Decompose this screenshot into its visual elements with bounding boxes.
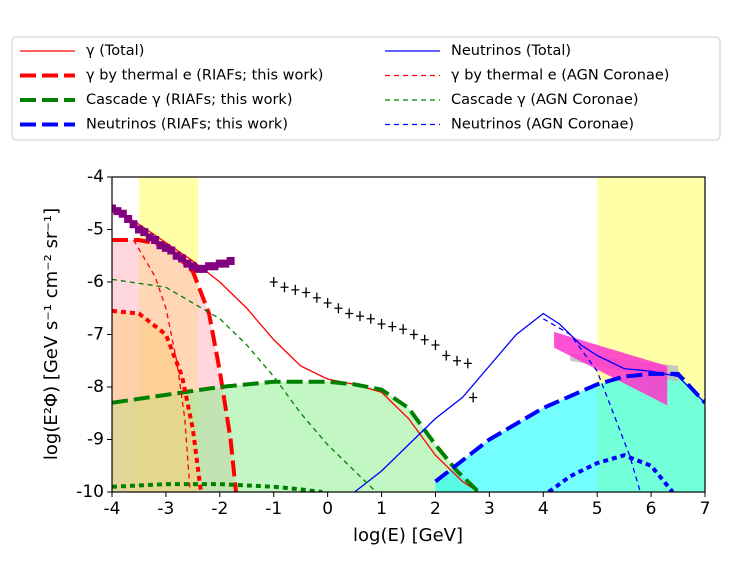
x-tick-label: -1 [265,499,282,519]
legend-label: Neutrinos (Total) [451,43,571,59]
data-point [323,298,332,308]
y-tick-label: -10 [76,482,104,502]
data-point [355,311,364,322]
series-line [542,318,641,492]
data-point [431,340,440,350]
y-tick-label: -8 [87,377,104,397]
x-tick-label: 0 [322,499,333,519]
legend: γ (Total) γ by thermal e (RIAFs; this wor… [20,43,669,133]
data-point [215,259,224,268]
series-line [112,278,377,492]
data-point [124,215,133,223]
series-line [434,371,705,484]
data-point [140,228,149,237]
data-point [312,292,321,303]
x-tick-label: -3 [157,499,174,519]
data-point [199,264,208,273]
x-tick-label: 2 [430,499,441,519]
y-axis-label: log(E²Φ) [GeV s⁻¹ cm⁻² sr⁻¹] [41,208,62,460]
axes: -4 -3 -2 -1 0 1 2 3 4 5 6 7-10-9-8-7-6-5-4 [76,167,710,519]
series-line [133,239,191,492]
legend-label: Cascade γ (RIAFs; this work) [86,92,292,108]
data-point [399,324,408,335]
legend-label: Cascade γ (AGN Coronae) [451,92,639,108]
data-point [129,220,138,229]
band-polygon [554,331,668,406]
legend-box [11,36,721,141]
data-point [463,358,472,369]
data-point [210,262,219,271]
x-tick-label: 1 [376,499,387,519]
y-tick-label: -5 [87,220,104,240]
legend-label: Neutrinos (AGN Coronae) [451,117,634,133]
legend-label: γ by thermal e (RIAFs; this work) [86,68,323,84]
data-point [269,277,278,287]
data-point [194,264,203,273]
plot-area [112,177,705,492]
data-point [453,355,462,366]
data-point [188,262,197,271]
data-point [291,284,300,295]
data-point [442,350,451,361]
data-point [113,207,122,216]
legend-label: γ by thermal e (AGN Coronae) [451,68,669,84]
series-line [112,238,238,492]
data-point [221,259,230,268]
data-point [118,209,127,218]
series-line [547,453,675,492]
x-tick-label: 3 [484,499,495,519]
data-point [334,303,343,314]
series-line [112,482,323,492]
legend-label: Neutrinos (RIAFs; this work) [86,117,288,133]
x-tick-label: -2 [211,499,228,519]
data-point [167,246,176,255]
y-tick-label: -6 [87,272,104,292]
y-tick-label: -9 [87,430,104,450]
data-point [345,308,354,319]
x-axis-label: log(E) [GeV] [353,525,463,546]
x-tick-label: 5 [592,499,603,519]
data-point [205,262,214,271]
data-point [388,321,397,332]
data-point [469,392,478,403]
series-line [112,379,480,492]
shaded-area [112,310,201,492]
data-point [420,334,429,345]
data-point [161,243,170,252]
data-point [172,251,181,260]
x-tick-label: -4 [104,499,121,519]
y-tick-label: -7 [87,325,104,345]
x-tick-label: 6 [646,499,657,519]
data-point [145,233,154,242]
data-point [134,225,143,234]
data-point [280,282,289,293]
series-line [354,312,705,492]
shaded-area [112,381,479,492]
y-tick-label: -4 [87,167,104,187]
x-tick-label: 4 [538,499,549,519]
x-tick-label: 7 [700,499,711,519]
data-point [178,254,187,263]
data-point [183,259,192,268]
data-point [226,257,235,265]
data-point [409,329,418,340]
data-point [366,313,375,324]
data-point [302,287,311,298]
data-point [151,236,160,244]
data-point [156,241,165,250]
data-point [377,319,386,329]
series-line [112,308,203,492]
legend-label: γ (Total) [86,43,144,59]
